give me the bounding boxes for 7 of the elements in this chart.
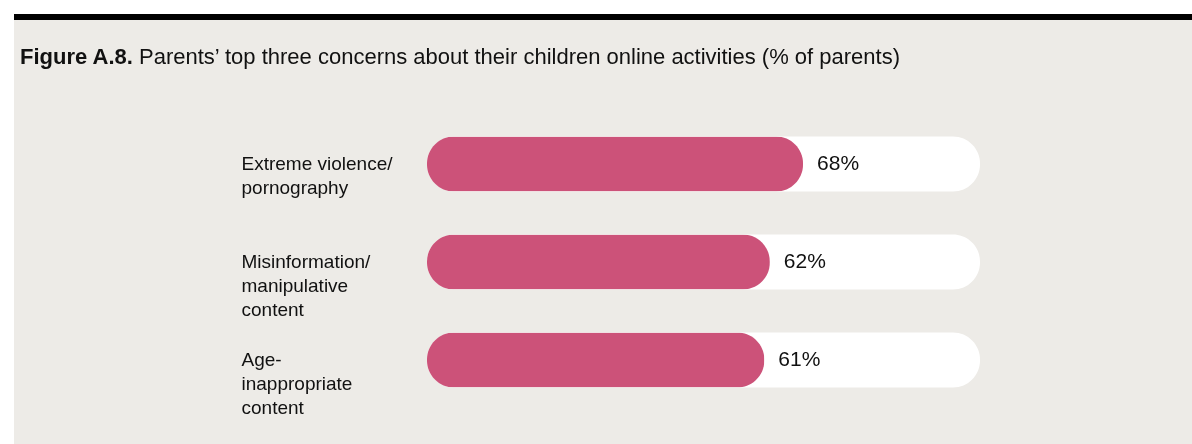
data-label: 68% bbox=[817, 151, 860, 174]
chart-title: Figure A.8. Parents’ top three concerns about their children online activities (% of parents) bbox=[20, 44, 901, 70]
data-label: 61% bbox=[778, 347, 821, 370]
data-label: 62% bbox=[783, 249, 826, 272]
y-tick-label: Extreme violence/pornography bbox=[241, 153, 394, 198]
y-tick-label: Misinformation/manipulative content bbox=[241, 251, 372, 320]
y-tick-label: Age-inappropriate content bbox=[241, 349, 353, 418]
